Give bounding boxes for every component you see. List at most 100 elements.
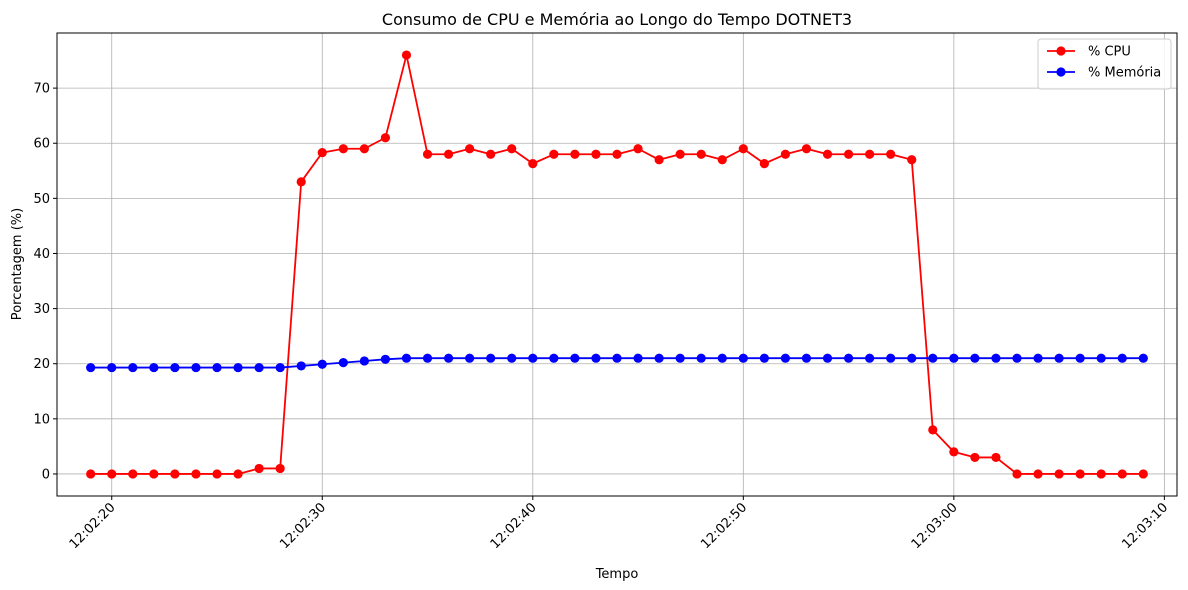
data-point: [233, 469, 243, 479]
data-point: [128, 469, 138, 479]
data-point: [212, 362, 222, 373]
y-axis-label: Porcentagem (%): [10, 208, 25, 320]
data-point: [191, 469, 201, 479]
data-point: [443, 149, 454, 159]
data-point: [317, 359, 327, 369]
data-point: [759, 353, 769, 363]
y-tick-label: 0: [42, 467, 50, 482]
data-point: [591, 149, 601, 159]
data-point: [149, 469, 159, 479]
data-point: [254, 463, 264, 474]
data-point: [254, 362, 264, 373]
data-point: [570, 149, 580, 159]
data-point: [549, 353, 559, 363]
data-point: [591, 353, 601, 363]
data-point: [886, 353, 896, 363]
grid: [57, 33, 1177, 496]
legend-label: % CPU: [1088, 45, 1131, 60]
series-memoria: [86, 353, 1148, 373]
data-point: [507, 144, 517, 154]
data-point: [970, 353, 980, 363]
data-point: [865, 353, 875, 363]
data-point: [675, 353, 685, 363]
y-tick-label: 40: [33, 247, 50, 262]
data-point: [486, 149, 496, 159]
x-axis-label: Tempo: [595, 567, 639, 582]
data-point: [738, 353, 748, 363]
data-point: [1096, 353, 1106, 363]
data-point: [1138, 469, 1148, 479]
data-point: [612, 353, 622, 363]
data-point: [696, 149, 706, 159]
plot-frame: [56, 32, 1178, 497]
data-point: [717, 155, 727, 165]
data-point: [296, 361, 306, 371]
data-point: [717, 353, 727, 363]
data-point: [886, 149, 896, 159]
data-point: [949, 353, 959, 363]
data-point: [759, 159, 769, 169]
data-point: [233, 362, 243, 373]
data-point: [380, 133, 391, 143]
data-point: [486, 353, 496, 363]
data-point: [1117, 469, 1127, 479]
data-point: [780, 353, 791, 363]
data-point: [1075, 469, 1085, 479]
data-point: [212, 469, 222, 479]
data-point: [507, 353, 517, 363]
data-point: [1033, 353, 1043, 363]
data-point: [528, 353, 538, 363]
y-tick-label: 60: [33, 137, 50, 152]
data-point: [549, 149, 559, 159]
data-point: [191, 362, 201, 373]
data-point: [843, 149, 854, 159]
data-point: [991, 353, 1001, 363]
data-point: [1075, 353, 1085, 363]
data-point: [1117, 353, 1127, 363]
data-point: [422, 353, 433, 363]
data-point: [801, 144, 812, 154]
data-point: [1054, 353, 1064, 363]
data-point: [422, 149, 433, 159]
data-point: [317, 148, 327, 158]
data-point: [359, 356, 369, 366]
data-point: [1012, 469, 1022, 479]
legend: % CPU % Memória: [1037, 38, 1172, 90]
data-point: [1054, 469, 1064, 479]
legend-label: % Memória: [1088, 66, 1161, 81]
data-point: [401, 50, 412, 60]
data-point: [528, 159, 538, 169]
data-point: [907, 155, 917, 165]
data-point: [1033, 469, 1043, 479]
legend-marker: [1056, 67, 1066, 77]
series-cpu: [86, 50, 1148, 479]
data-point: [738, 144, 748, 154]
data-point: [275, 362, 285, 373]
data-point: [107, 469, 117, 479]
data-point: [696, 353, 706, 363]
data-point: [401, 353, 412, 363]
data-point: [443, 353, 454, 363]
data-point: [633, 144, 643, 154]
data-point: [86, 362, 96, 373]
data-point: [928, 425, 938, 435]
data-point: [149, 362, 159, 373]
data-point: [612, 149, 622, 159]
data-point: [128, 362, 138, 373]
data-point: [359, 144, 369, 154]
data-point: [338, 144, 348, 154]
data-point: [991, 452, 1001, 463]
y-tick-label: 10: [33, 412, 50, 427]
y-tick-label: 20: [33, 357, 50, 372]
data-point: [170, 469, 180, 479]
data-point: [633, 353, 643, 363]
y-tick-label: 50: [33, 192, 50, 207]
data-point: [822, 353, 833, 363]
series-layer: [86, 50, 1148, 479]
data-point: [86, 469, 96, 479]
data-point: [465, 353, 475, 363]
data-point: [865, 149, 875, 159]
data-point: [928, 353, 938, 363]
data-point: [654, 155, 664, 165]
